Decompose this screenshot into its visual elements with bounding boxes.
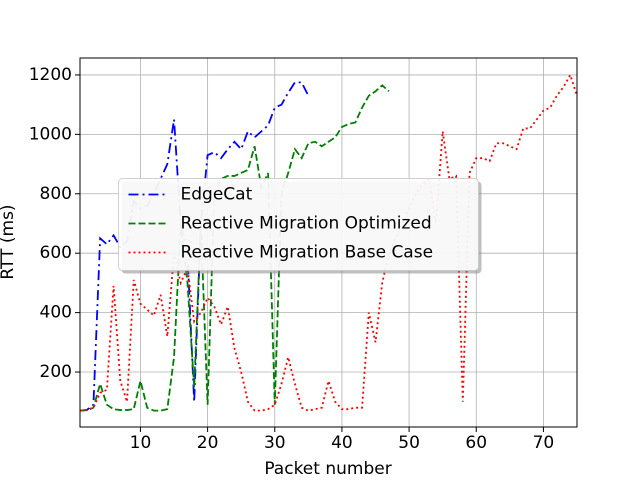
x-tick-label: 70	[533, 433, 555, 453]
x-axis-label: Packet number	[264, 459, 391, 479]
x-tick-label: 50	[398, 433, 420, 453]
x-tick-label: 60	[465, 433, 487, 453]
x-tick-label: 30	[264, 433, 286, 453]
legend-box	[118, 178, 479, 271]
legend-label: Reactive Migration Base Case	[181, 243, 434, 263]
axes-frame	[79, 57, 578, 428]
y-axis-label: RTT (ms)	[0, 204, 18, 279]
y-tick-label: 200	[40, 362, 72, 382]
x-tick-label: 40	[331, 433, 353, 453]
legend-label: EdgeCat	[181, 185, 253, 205]
x-tick-label: 20	[197, 433, 219, 453]
y-tick-label: 400	[40, 303, 72, 323]
y-tick-label: 1000	[29, 124, 72, 144]
legend-label: Reactive Migration Optimized	[181, 214, 432, 234]
x-tick-label: 10	[130, 433, 152, 453]
y-tick-label: 600	[40, 243, 72, 263]
series-line	[80, 81, 310, 412]
y-tick-label: 800	[40, 184, 72, 204]
y-tick-label: 1200	[29, 65, 72, 85]
series-line	[80, 84, 390, 412]
